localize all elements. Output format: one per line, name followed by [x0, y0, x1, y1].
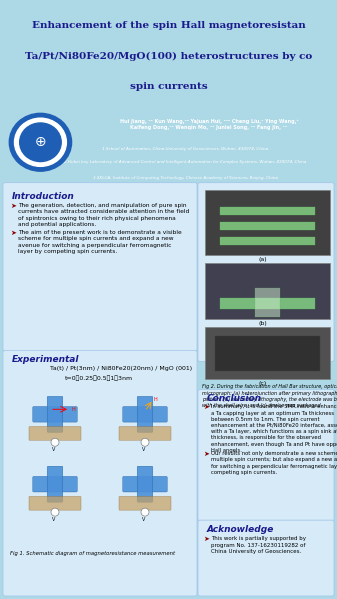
- Text: Fig 2. During the fabrication of Hall Bar structure, optical
micrograph: (a) het: Fig 2. During the fabrication of Hall Ba…: [202, 385, 337, 408]
- FancyBboxPatch shape: [198, 520, 334, 596]
- Text: Conclusion: Conclusion: [207, 394, 262, 403]
- FancyBboxPatch shape: [198, 183, 334, 361]
- Circle shape: [20, 123, 61, 162]
- Text: (b): (b): [258, 322, 267, 326]
- FancyBboxPatch shape: [33, 407, 77, 422]
- Text: Ta/Pt/Ni80Fe20/MgO(100) heterostructures by co: Ta/Pt/Ni80Fe20/MgO(100) heterostructures…: [25, 52, 312, 60]
- FancyBboxPatch shape: [205, 190, 330, 255]
- Text: (c): (c): [259, 382, 267, 386]
- Text: The aim of the present work is to demonstrate a visible
scheme for multiple spin: The aim of the present work is to demons…: [18, 229, 182, 255]
- Text: Hui Jiang, ¹² Kun Wang,¹² Yajuan Hui, ¹²⁰ Cheng Liu,¹ Ying Wang,³
Kaifeng Dong,¹: Hui Jiang, ¹² Kun Wang,¹² Yajuan Hui, ¹²…: [120, 119, 298, 130]
- FancyBboxPatch shape: [33, 476, 77, 492]
- FancyBboxPatch shape: [205, 328, 330, 379]
- Text: 1.School of Automation, China University of Geosciences, Wuhan, 430074, China: 1.School of Automation, China University…: [102, 147, 268, 151]
- Text: t=0、0.25、0.5、1、3nm: t=0、0.25、0.5、1、3nm: [65, 376, 133, 381]
- FancyBboxPatch shape: [119, 426, 171, 440]
- Text: ➤: ➤: [203, 451, 209, 457]
- Text: spin currents: spin currents: [130, 82, 207, 91]
- Text: Introduction: Introduction: [12, 192, 75, 201]
- Text: In summary, it is found the SMR ratio is enhanced by
a Ta capping layer at an op: In summary, it is found the SMR ratio is…: [211, 404, 337, 453]
- Text: Ta(t) / Pt(3nm) / Ni80Fe20(20nm) / MgO (001): Ta(t) / Pt(3nm) / Ni80Fe20(20nm) / MgO (…: [50, 367, 192, 371]
- FancyBboxPatch shape: [198, 389, 334, 521]
- Text: This work is partially supported by
program No. 137-16230119282 of
China Univers: This work is partially supported by prog…: [211, 536, 306, 554]
- Circle shape: [141, 438, 149, 446]
- Circle shape: [141, 508, 149, 516]
- FancyBboxPatch shape: [29, 426, 81, 440]
- Text: ➤: ➤: [203, 404, 209, 410]
- Text: V: V: [52, 517, 56, 522]
- Bar: [220, 222, 315, 229]
- FancyBboxPatch shape: [47, 397, 63, 432]
- FancyBboxPatch shape: [119, 497, 171, 510]
- Bar: [215, 337, 320, 371]
- FancyBboxPatch shape: [3, 350, 197, 596]
- Text: ➤: ➤: [10, 202, 16, 208]
- FancyBboxPatch shape: [29, 497, 81, 510]
- Text: Our results not only demonstrate a new scheme for
multiple spin currents; but al: Our results not only demonstrate a new s…: [211, 451, 337, 475]
- Text: Enhancement of the spin Hall magnetoresistan: Enhancement of the spin Hall magnetoresi…: [32, 21, 305, 30]
- Text: ➤: ➤: [10, 229, 16, 235]
- Text: V: V: [52, 447, 56, 452]
- Text: H: H: [154, 397, 158, 402]
- Text: H: H: [71, 407, 75, 412]
- Text: ⊕: ⊕: [35, 135, 46, 149]
- Text: V: V: [142, 517, 146, 522]
- Circle shape: [9, 113, 71, 171]
- Text: Fig 1. Schematic diagram of magnetoresistance measurement: Fig 1. Schematic diagram of magnetoresis…: [10, 551, 175, 556]
- Bar: [220, 237, 315, 244]
- Bar: [220, 298, 315, 310]
- Text: ➤: ➤: [203, 536, 209, 542]
- FancyBboxPatch shape: [137, 466, 153, 502]
- Circle shape: [51, 508, 59, 516]
- FancyBboxPatch shape: [3, 183, 197, 352]
- Text: Experimental: Experimental: [12, 355, 80, 364]
- Bar: [220, 207, 315, 214]
- Text: V: V: [142, 447, 146, 452]
- Circle shape: [51, 438, 59, 446]
- FancyBboxPatch shape: [47, 466, 63, 502]
- Text: 2.Hubei key Laboratory of Advanced Control and Intelligent Automation for Comple: 2.Hubei key Laboratory of Advanced Contr…: [64, 161, 307, 164]
- Text: 3.SKLCA, Institute of Computing Technology, Chinese Academy of Sciences, Beijing: 3.SKLCA, Institute of Computing Technolo…: [93, 176, 278, 180]
- Circle shape: [14, 118, 66, 167]
- Text: The generation, detection, and manipulation of pure spin
currents have attracted: The generation, detection, and manipulat…: [18, 202, 189, 228]
- FancyBboxPatch shape: [137, 397, 153, 432]
- Bar: [255, 288, 280, 317]
- Text: Acknowledge: Acknowledge: [207, 525, 274, 534]
- FancyBboxPatch shape: [123, 407, 167, 422]
- FancyBboxPatch shape: [205, 262, 330, 319]
- FancyBboxPatch shape: [123, 476, 167, 492]
- Text: (a): (a): [259, 256, 267, 262]
